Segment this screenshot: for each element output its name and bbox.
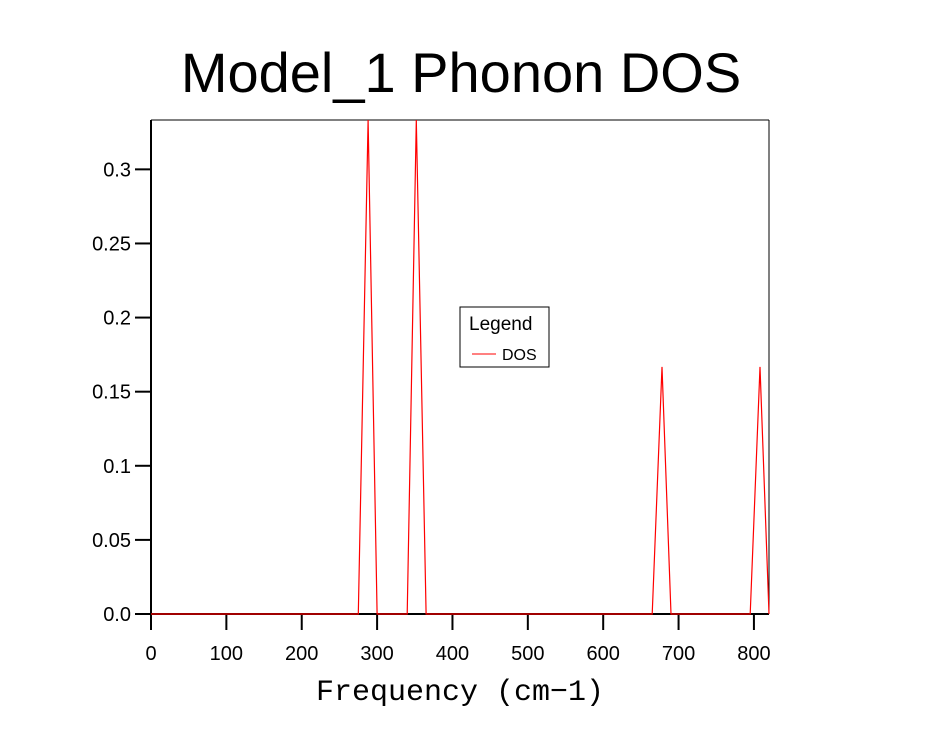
legend-title: Legend [469, 314, 532, 335]
y-tick-label: 0.15 [92, 382, 131, 404]
y-tick-label: 0.0 [103, 604, 131, 626]
legend-box [459, 306, 550, 368]
legend: Legend DOS [459, 306, 550, 368]
series-layer [151, 119, 770, 615]
x-tick-label: 500 [511, 643, 544, 665]
y-tick-label: 0.1 [103, 456, 131, 478]
x-tick-label: 200 [285, 643, 318, 665]
x-tick-label: 700 [662, 643, 695, 665]
legend-entry-dos: DOS [502, 347, 537, 364]
x-tick-label: 0 [145, 643, 156, 665]
x-tick-label: 100 [210, 643, 243, 665]
chart-title: Model_1 Phonon DOS [181, 41, 741, 104]
x-tick-label: 400 [436, 643, 469, 665]
x-tick-label: 800 [737, 643, 770, 665]
x-tick-label: 300 [360, 643, 393, 665]
y-axis: 0.0 0.05 0.1 0.15 0.2 0.25 0.3 [92, 159, 151, 626]
y-tick-label: 0.25 [92, 233, 131, 255]
y-tick-label: 0.05 [92, 530, 131, 552]
x-axis: 0 100 200 300 400 500 600 700 800 [145, 614, 771, 665]
y-tick-label: 0.3 [103, 159, 131, 181]
y-tick-label: 0.2 [103, 308, 131, 330]
x-axis-label: Frequency (cm−1) [316, 676, 604, 710]
series-line-dos [151, 119, 770, 615]
x-tick-label: 600 [587, 643, 620, 665]
